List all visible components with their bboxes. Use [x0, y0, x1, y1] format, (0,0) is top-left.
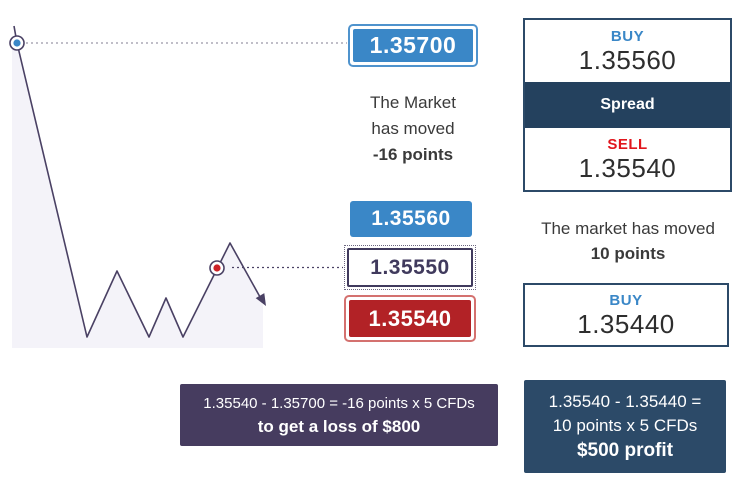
mid-price-box: 1.35550 [344, 245, 476, 290]
loss-result: to get a loss of $800 [257, 416, 421, 436]
sell-price-value: 1.35540 [349, 300, 471, 337]
current-price-marker [209, 260, 225, 276]
profit-formula-line2: 10 points x 5 CFDs [552, 415, 698, 435]
note-points-value: 10 points [590, 244, 666, 263]
chart-area-fill [12, 44, 263, 348]
loss-calculation-box: 1.35540 - 1.35700 = -16 points x 5 CFDs … [180, 384, 498, 446]
spread-band: Spread [525, 82, 730, 128]
open-price-marker [9, 35, 25, 51]
open-price-value: 1.35700 [353, 29, 473, 62]
quote-sell-row: SELL 1.35540 [525, 128, 730, 190]
profit-formula-line1: 1.35540 - 1.35440 = [548, 391, 702, 411]
market-moved-note-buy: The market has moved 10 points [513, 216, 743, 266]
buy-order-box: BUY 1.35440 [523, 283, 729, 347]
buy-price: 1.35560 [578, 44, 677, 75]
mid-price-value: 1.35550 [347, 248, 473, 287]
quote-buy-row: BUY 1.35560 [525, 20, 730, 82]
buy-price-box-mid: 1.35560 [350, 201, 472, 237]
buy-label: BUY [610, 27, 645, 45]
open-price-box: 1.35700 [348, 24, 478, 67]
note-points-value: -16 points [372, 145, 454, 164]
sell-label: SELL [607, 135, 648, 153]
market-moved-note-sell: The Market has moved -16 points [340, 90, 486, 168]
buy-sell-spread-panel: BUY 1.35560 Spread SELL 1.35540 [523, 18, 732, 192]
sell-price-box-mid: 1.35540 [344, 295, 476, 342]
profit-calculation-box: 1.35540 - 1.35440 = 10 points x 5 CFDs $… [524, 380, 726, 473]
note-line: The market has moved [541, 219, 715, 238]
buy-label: BUY [609, 291, 643, 309]
profit-result: $500 profit [576, 439, 674, 461]
loss-formula: 1.35540 - 1.35700 = -16 points x 5 CFDs [203, 394, 475, 412]
sell-price: 1.35540 [578, 152, 677, 183]
buy-order-price: 1.35440 [577, 308, 675, 339]
note-line: The Market [370, 93, 456, 112]
down-arrow-icon [255, 293, 266, 306]
note-line: has moved [371, 119, 455, 138]
